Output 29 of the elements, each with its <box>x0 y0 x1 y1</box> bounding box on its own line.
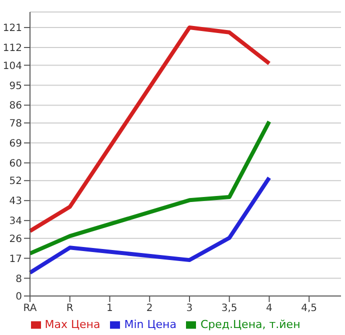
x-tick-label: 4,5 <box>301 303 318 314</box>
x-tick-label: 3,5 <box>221 303 238 314</box>
x-tick-label: R <box>66 303 74 314</box>
y-tick-label: 0 <box>16 292 22 303</box>
line-series <box>28 26 272 233</box>
y-tick-label: 69 <box>9 138 22 150</box>
x-tick-label: 4 <box>266 303 272 314</box>
y-tick-label: 95 <box>9 80 22 92</box>
line-series <box>28 120 272 256</box>
y-tick-label: 104 <box>2 60 22 72</box>
x-tick-label: RA <box>23 303 37 314</box>
y-tick-label: 34 <box>9 216 22 228</box>
x-tick-label: 1 <box>106 303 113 314</box>
y-tick-label: 52 <box>9 176 22 188</box>
line-series <box>28 176 272 275</box>
legend-label: Сред.Цена, т.йен <box>200 318 300 331</box>
y-tick-label: 43 <box>9 196 22 208</box>
y-tick-label: 86 <box>9 100 22 112</box>
y-tick-label: 78 <box>9 118 22 130</box>
legend-label: Max Цена <box>44 318 100 331</box>
x-tick-label: 3 <box>186 303 193 314</box>
y-tick-label: 8 <box>16 274 22 285</box>
y-tick-label: 121 <box>2 23 22 34</box>
y-tick-label: 17 <box>9 254 22 265</box>
y-tick-label: 26 <box>9 234 22 245</box>
legend-label: Min Цена <box>124 318 176 331</box>
x-tick-label: 2 <box>146 303 153 314</box>
y-tick-label: 60 <box>9 158 22 170</box>
y-tick-label: 112 <box>2 43 22 54</box>
